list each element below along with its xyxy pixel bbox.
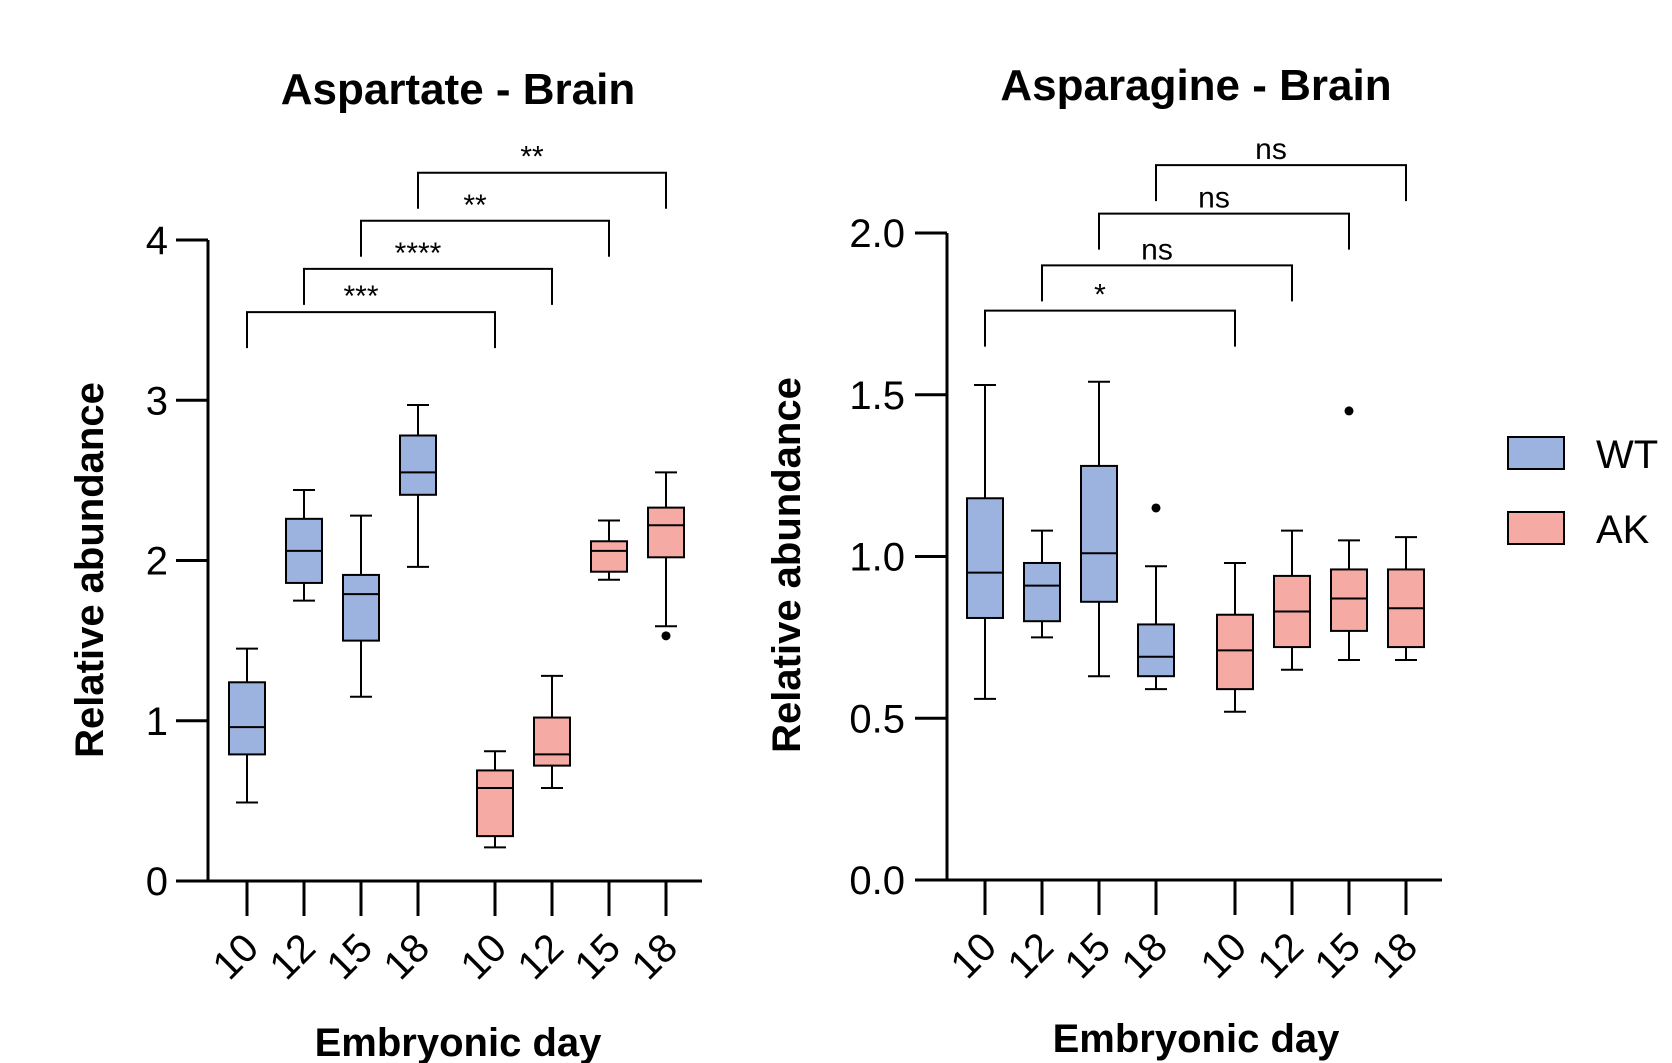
box-wt-15 <box>1080 380 1118 678</box>
box-iqr <box>1023 561 1061 623</box>
x-tick-label: 15 <box>319 926 382 989</box>
box-ak-10 <box>1216 561 1254 713</box>
box-ak-18 <box>647 471 685 641</box>
legend-label-ak: AK <box>1596 508 1650 552</box>
x-tick-label: 10 <box>205 926 268 989</box>
significance-label: ns <box>1141 233 1173 266</box>
y-tick-label: 1.5 <box>849 374 905 418</box>
x-tick-label: 15 <box>1057 925 1120 988</box>
significance-label: * <box>1094 279 1106 312</box>
bracket-line <box>303 267 553 305</box>
y-tick-label: 0 <box>146 860 168 904</box>
significance-label: *** <box>343 280 378 313</box>
significance-bracket: ** <box>417 141 667 209</box>
box-iqr <box>647 506 685 559</box>
significance-label: **** <box>395 237 442 270</box>
x-tick-label: 18 <box>624 926 687 989</box>
x-tick-label: 15 <box>567 926 630 989</box>
outlier-point <box>1344 406 1354 416</box>
box-iqr <box>1216 613 1254 691</box>
x-tick-label: 18 <box>1364 925 1427 988</box>
y-tick-label: 3 <box>146 379 168 423</box>
y-tick-label: 2 <box>146 540 168 584</box>
outlier-point <box>661 631 671 641</box>
y-tick-label: 4 <box>146 219 168 263</box>
box-iqr <box>1080 464 1118 603</box>
legend-label-wt: WT <box>1596 433 1658 477</box>
bracket-line <box>1041 264 1293 302</box>
box-iqr <box>399 434 437 496</box>
y-tick-label: 1.0 <box>849 536 905 580</box>
significance-bracket: ** <box>360 189 610 257</box>
box-iqr <box>590 540 628 573</box>
significance-label: ** <box>520 141 544 174</box>
y-tick-label: 2.0 <box>849 212 905 256</box>
outlier-point <box>1151 503 1161 513</box>
x-tick-label: 10 <box>1193 925 1256 988</box>
legend-swatch-ak <box>1507 511 1565 545</box>
y-tick-label: 0.5 <box>849 697 905 741</box>
box-iqr <box>966 497 1004 619</box>
y-axis-label: Relative abundance <box>68 382 112 758</box>
x-tick-label: 18 <box>1114 925 1177 988</box>
box-wt-10 <box>228 647 266 804</box>
significance-bracket: *** <box>246 280 496 349</box>
y-tick-label: 0.0 <box>849 859 905 903</box>
x-tick-label: 10 <box>943 925 1006 988</box>
y-axis-label: Relative abundance <box>765 377 809 753</box>
significance-bracket: **** <box>303 237 553 305</box>
bracket-line <box>417 171 667 209</box>
significance-bracket: * <box>984 279 1236 347</box>
box-iqr <box>476 769 514 838</box>
y-tick-label: 1 <box>146 700 168 744</box>
box-iqr <box>1137 623 1175 678</box>
legend: WT AK <box>1507 433 1658 552</box>
panel-title: Aspartate - Brain <box>281 65 636 114</box>
box-ak-15 <box>1330 406 1368 662</box>
box-iqr <box>228 681 266 756</box>
x-tick-label: 10 <box>453 926 516 989</box>
box-wt-12 <box>1023 529 1061 639</box>
aspartate-panel: Aspartate - Brain Embryonic day Relative… <box>68 65 702 1063</box>
bracket-line <box>1098 212 1350 250</box>
significance-bracket: ns <box>1041 233 1293 302</box>
x-tick-label: 12 <box>510 926 573 989</box>
box-ak-12 <box>533 674 571 790</box>
box-ak-15 <box>590 519 628 581</box>
box-wt-12 <box>285 488 323 602</box>
bracket-line <box>246 311 496 349</box>
box-iqr <box>533 716 571 767</box>
significance-label: ** <box>463 189 487 222</box>
legend-swatch-wt <box>1507 436 1565 470</box>
x-tick-label: 12 <box>1250 925 1313 988</box>
asparagine-panel: Asparagine - Brain Embryonic day Relativ… <box>765 61 1442 1061</box>
box-ak-10 <box>476 750 514 849</box>
box-wt-18 <box>1137 503 1175 691</box>
significance-label: ns <box>1255 133 1287 166</box>
panel-title: Asparagine - Brain <box>1000 61 1391 110</box>
significance-bracket: ns <box>1098 182 1350 250</box>
box-wt-15 <box>342 514 380 698</box>
significance-bracket: ns <box>1155 133 1407 202</box>
x-axis-label: Embryonic day <box>1053 1017 1341 1061</box>
bracket-line <box>360 219 610 257</box>
x-axis-label: Embryonic day <box>315 1021 603 1063</box>
box-iqr <box>1330 568 1368 632</box>
x-tick-label: 12 <box>1000 925 1063 988</box>
box-ak-12 <box>1273 529 1311 671</box>
box-wt-18 <box>399 404 437 568</box>
box-wt-10 <box>966 384 1004 700</box>
box-iqr <box>342 573 380 642</box>
bracket-line <box>1155 164 1407 202</box>
bracket-line <box>984 309 1236 347</box>
x-tick-label: 18 <box>376 926 439 989</box>
significance-label: ns <box>1198 182 1230 215</box>
x-tick-label: 12 <box>262 926 325 989</box>
x-tick-label: 15 <box>1307 925 1370 988</box>
box-ak-18 <box>1387 536 1425 662</box>
